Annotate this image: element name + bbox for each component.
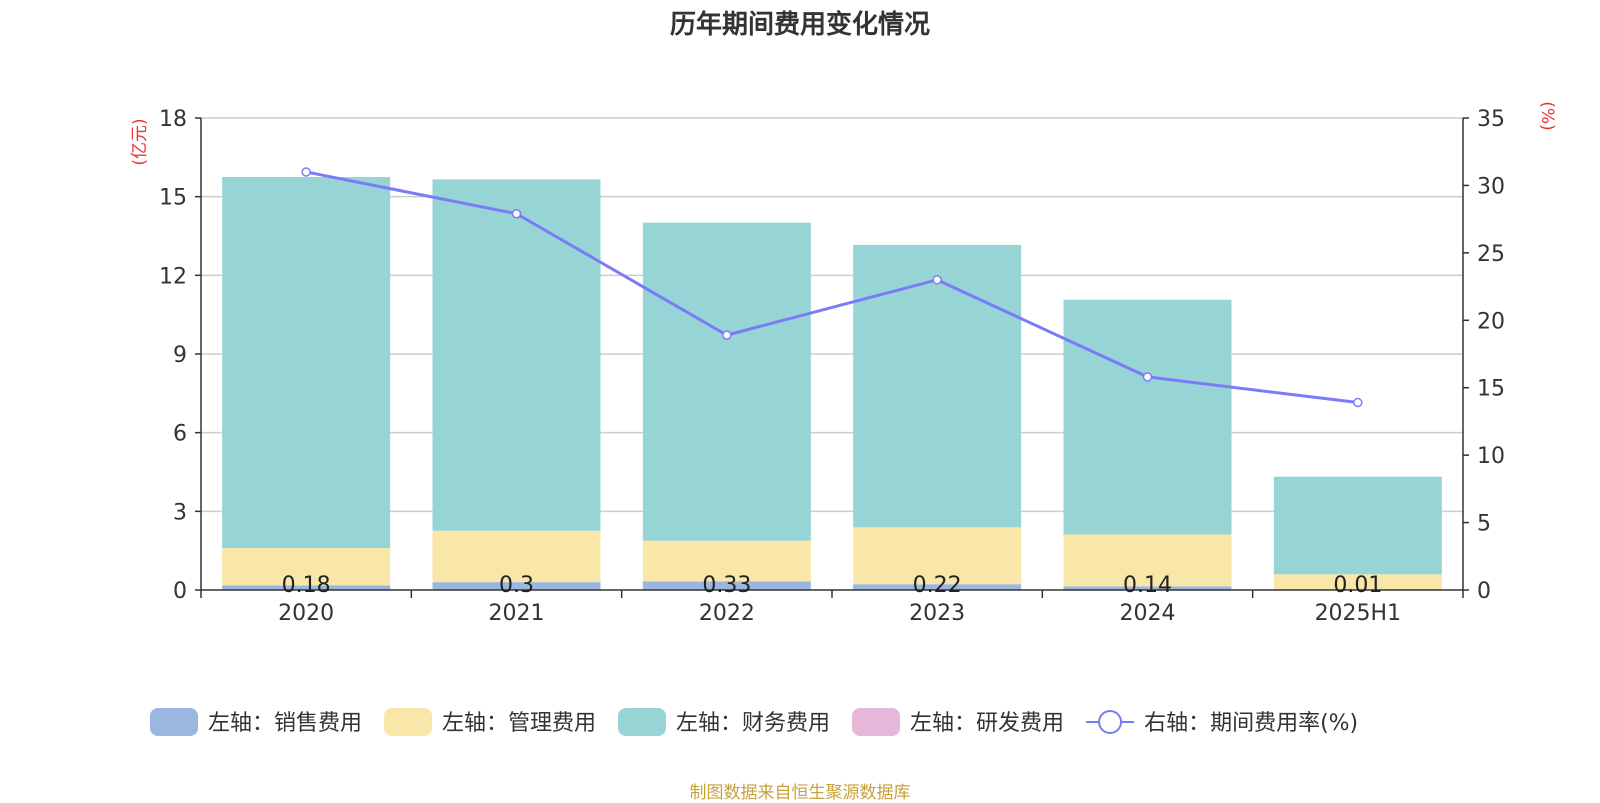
- right-axis-tick-label: 15: [1477, 377, 1505, 402]
- x-axis-category-label: 2022: [699, 601, 755, 626]
- bar-segment: [853, 245, 1021, 527]
- bar-segment: [433, 179, 601, 530]
- x-axis-category-label: 2020: [278, 601, 334, 626]
- legend-label: 左轴：财务费用: [676, 711, 830, 736]
- bar-data-label: 0.3: [499, 573, 534, 598]
- x-axis-category-label: 2024: [1120, 601, 1176, 626]
- rate-point: [513, 210, 521, 218]
- bar-segment: [222, 177, 390, 548]
- legend-swatch: [384, 708, 432, 736]
- left-axis-tick-label: 9: [173, 343, 187, 368]
- left-axis-tick-label: 12: [159, 264, 187, 289]
- legend-marker-swatch: [1099, 711, 1121, 733]
- bar-data-label: 0.22: [913, 573, 962, 598]
- right-axis-tick-label: 0: [1477, 579, 1491, 604]
- x-axis-category-label: 2021: [489, 601, 545, 626]
- rate-point: [1354, 399, 1362, 407]
- bar-segment: [1274, 477, 1442, 575]
- left-axis-tick-label: 18: [159, 107, 187, 132]
- bar-data-label: 0.14: [1123, 573, 1172, 598]
- left-axis-tick-label: 15: [159, 186, 187, 211]
- legend-label: 左轴：销售费用: [208, 711, 362, 736]
- left-axis-tick-label: 3: [173, 500, 187, 525]
- right-axis-tick-label: 25: [1477, 242, 1505, 267]
- bar-segment: [643, 223, 811, 541]
- legend-label: 左轴：管理费用: [442, 711, 596, 736]
- legend-swatch: [150, 708, 198, 736]
- source-note: 制图数据来自恒生聚源数据库: [0, 778, 1600, 803]
- right-axis-tick-label: 20: [1477, 309, 1505, 334]
- left-axis-tick-label: 0: [173, 579, 187, 604]
- bar-segment: [1064, 300, 1232, 535]
- left-axis-tick-label: 6: [173, 422, 187, 447]
- legend-label: 左轴：研发费用: [910, 711, 1064, 736]
- bar-data-label: 0.18: [282, 573, 331, 598]
- rate-point: [933, 276, 941, 284]
- bar-data-label: 0.33: [702, 573, 751, 598]
- bar-data-label: 0.01: [1333, 573, 1382, 598]
- right-axis-tick-label: 35: [1477, 107, 1505, 132]
- rate-point: [302, 168, 310, 176]
- x-axis-category-label: 2023: [909, 601, 965, 626]
- legend-label: 右轴：期间费用率(%): [1144, 711, 1358, 736]
- rate-point: [723, 331, 731, 339]
- legend-swatch: [618, 708, 666, 736]
- x-axis-category-label: 2025H1: [1315, 601, 1402, 626]
- right-axis-tick-label: 30: [1477, 174, 1505, 199]
- right-axis-unit-label: (%): [1537, 101, 1557, 130]
- legend-swatch: [852, 708, 900, 736]
- left-axis-unit-label: (亿元): [130, 118, 150, 165]
- rate-point: [1144, 373, 1152, 381]
- right-axis-tick-label: 5: [1477, 512, 1491, 537]
- right-axis-tick-label: 10: [1477, 444, 1505, 469]
